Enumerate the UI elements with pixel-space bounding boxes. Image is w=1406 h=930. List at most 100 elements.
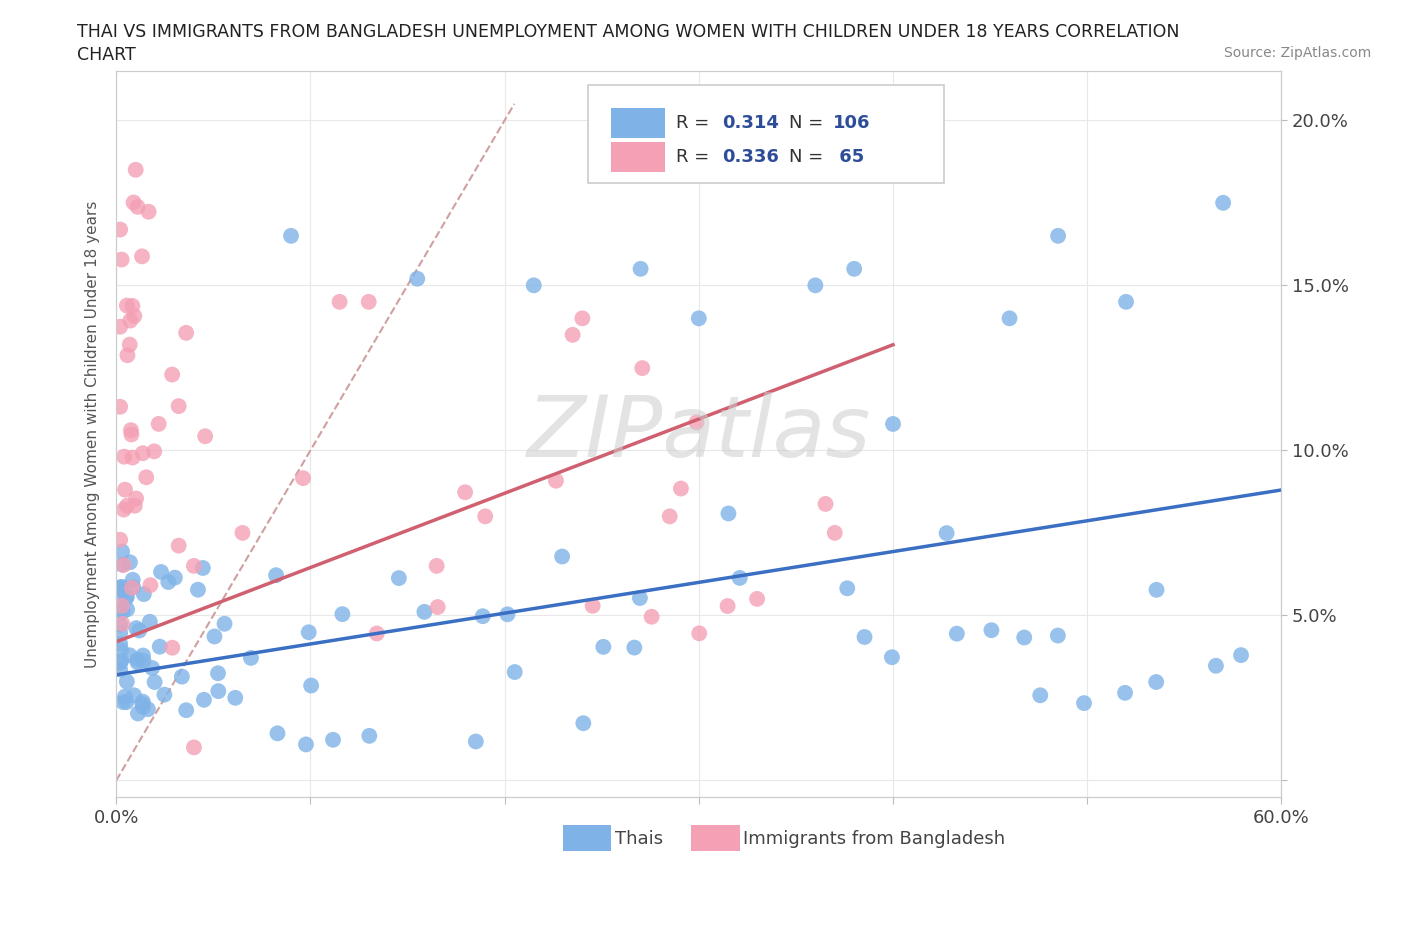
Point — [122, 195, 145, 210]
Point — [132, 653, 155, 668]
Text: ZIPatlas: ZIPatlas — [527, 392, 870, 475]
Point — [108, 618, 131, 632]
Point — [332, 606, 354, 621]
Point — [150, 565, 173, 579]
Point — [108, 581, 131, 596]
Point — [464, 734, 486, 749]
Point — [128, 623, 150, 638]
Point — [454, 485, 477, 499]
Text: 65: 65 — [832, 148, 865, 166]
Point — [882, 417, 904, 432]
Point — [214, 617, 236, 631]
Point — [163, 570, 186, 585]
Point — [167, 538, 190, 553]
Point — [111, 587, 134, 602]
Point — [207, 684, 229, 698]
Point — [132, 695, 155, 710]
Point — [728, 570, 751, 585]
Point — [115, 590, 138, 604]
Point — [121, 450, 143, 465]
Point — [132, 587, 155, 602]
Text: 106: 106 — [832, 114, 870, 132]
Point — [280, 229, 302, 244]
Point — [143, 674, 166, 689]
Point — [804, 278, 827, 293]
Point — [111, 604, 134, 619]
Point — [108, 636, 131, 651]
Point — [131, 249, 153, 264]
Point — [1230, 647, 1253, 662]
Point — [108, 602, 131, 617]
Point — [108, 532, 131, 547]
Point — [135, 470, 157, 485]
Point — [224, 690, 246, 705]
FancyBboxPatch shape — [690, 825, 740, 851]
FancyBboxPatch shape — [612, 108, 665, 139]
Point — [121, 299, 143, 313]
Point — [115, 674, 138, 689]
Point — [115, 695, 138, 710]
Point — [853, 630, 876, 644]
Point — [717, 506, 740, 521]
Point — [157, 575, 180, 590]
Point — [111, 617, 134, 631]
FancyBboxPatch shape — [612, 142, 665, 172]
Point — [121, 572, 143, 587]
Point — [239, 650, 262, 665]
Point — [322, 732, 344, 747]
Point — [299, 678, 322, 693]
Point — [544, 473, 567, 488]
Text: THAI VS IMMIGRANTS FROM BANGLADESH UNEMPLOYMENT AMONG WOMEN WITH CHILDREN UNDER : THAI VS IMMIGRANTS FROM BANGLADESH UNEMP… — [77, 23, 1180, 41]
Point — [111, 579, 134, 594]
Point — [1115, 295, 1137, 310]
Point — [160, 367, 183, 382]
Point — [998, 311, 1021, 325]
Point — [108, 319, 131, 334]
Y-axis label: Unemployment Among Women with Children Under 18 years: Unemployment Among Women with Children U… — [86, 200, 100, 668]
Text: R =: R = — [675, 114, 714, 132]
Point — [814, 497, 837, 512]
Point — [139, 615, 162, 630]
Point — [357, 295, 380, 310]
Point — [111, 544, 134, 559]
Point — [669, 481, 692, 496]
Point — [148, 417, 170, 432]
Point — [108, 656, 131, 671]
Point — [266, 726, 288, 741]
Point — [471, 609, 494, 624]
Point — [631, 361, 654, 376]
Point — [125, 620, 148, 635]
Point — [231, 525, 253, 540]
Point — [295, 737, 318, 751]
Point — [359, 728, 381, 743]
Point — [630, 261, 652, 276]
Point — [187, 582, 209, 597]
Point — [136, 702, 159, 717]
Point — [716, 599, 738, 614]
Text: Immigrants from Bangladesh: Immigrants from Bangladesh — [744, 830, 1005, 848]
Point — [167, 399, 190, 414]
Point — [264, 567, 287, 582]
Point — [406, 272, 429, 286]
Point — [108, 399, 131, 414]
Point — [118, 555, 141, 570]
Point — [149, 639, 172, 654]
Point — [292, 471, 315, 485]
Point — [121, 580, 143, 595]
Point — [1047, 229, 1070, 244]
Point — [132, 699, 155, 714]
Point — [496, 607, 519, 622]
Point — [688, 311, 710, 325]
Point — [132, 445, 155, 460]
Point — [1012, 631, 1035, 645]
Text: 0.314: 0.314 — [723, 114, 779, 132]
Point — [561, 327, 583, 342]
Point — [124, 309, 146, 324]
Point — [844, 261, 866, 276]
Point — [329, 295, 352, 310]
Point — [132, 648, 155, 663]
Point — [193, 692, 215, 707]
Point — [108, 626, 131, 641]
Point — [127, 199, 149, 214]
Text: CHART: CHART — [77, 46, 136, 64]
